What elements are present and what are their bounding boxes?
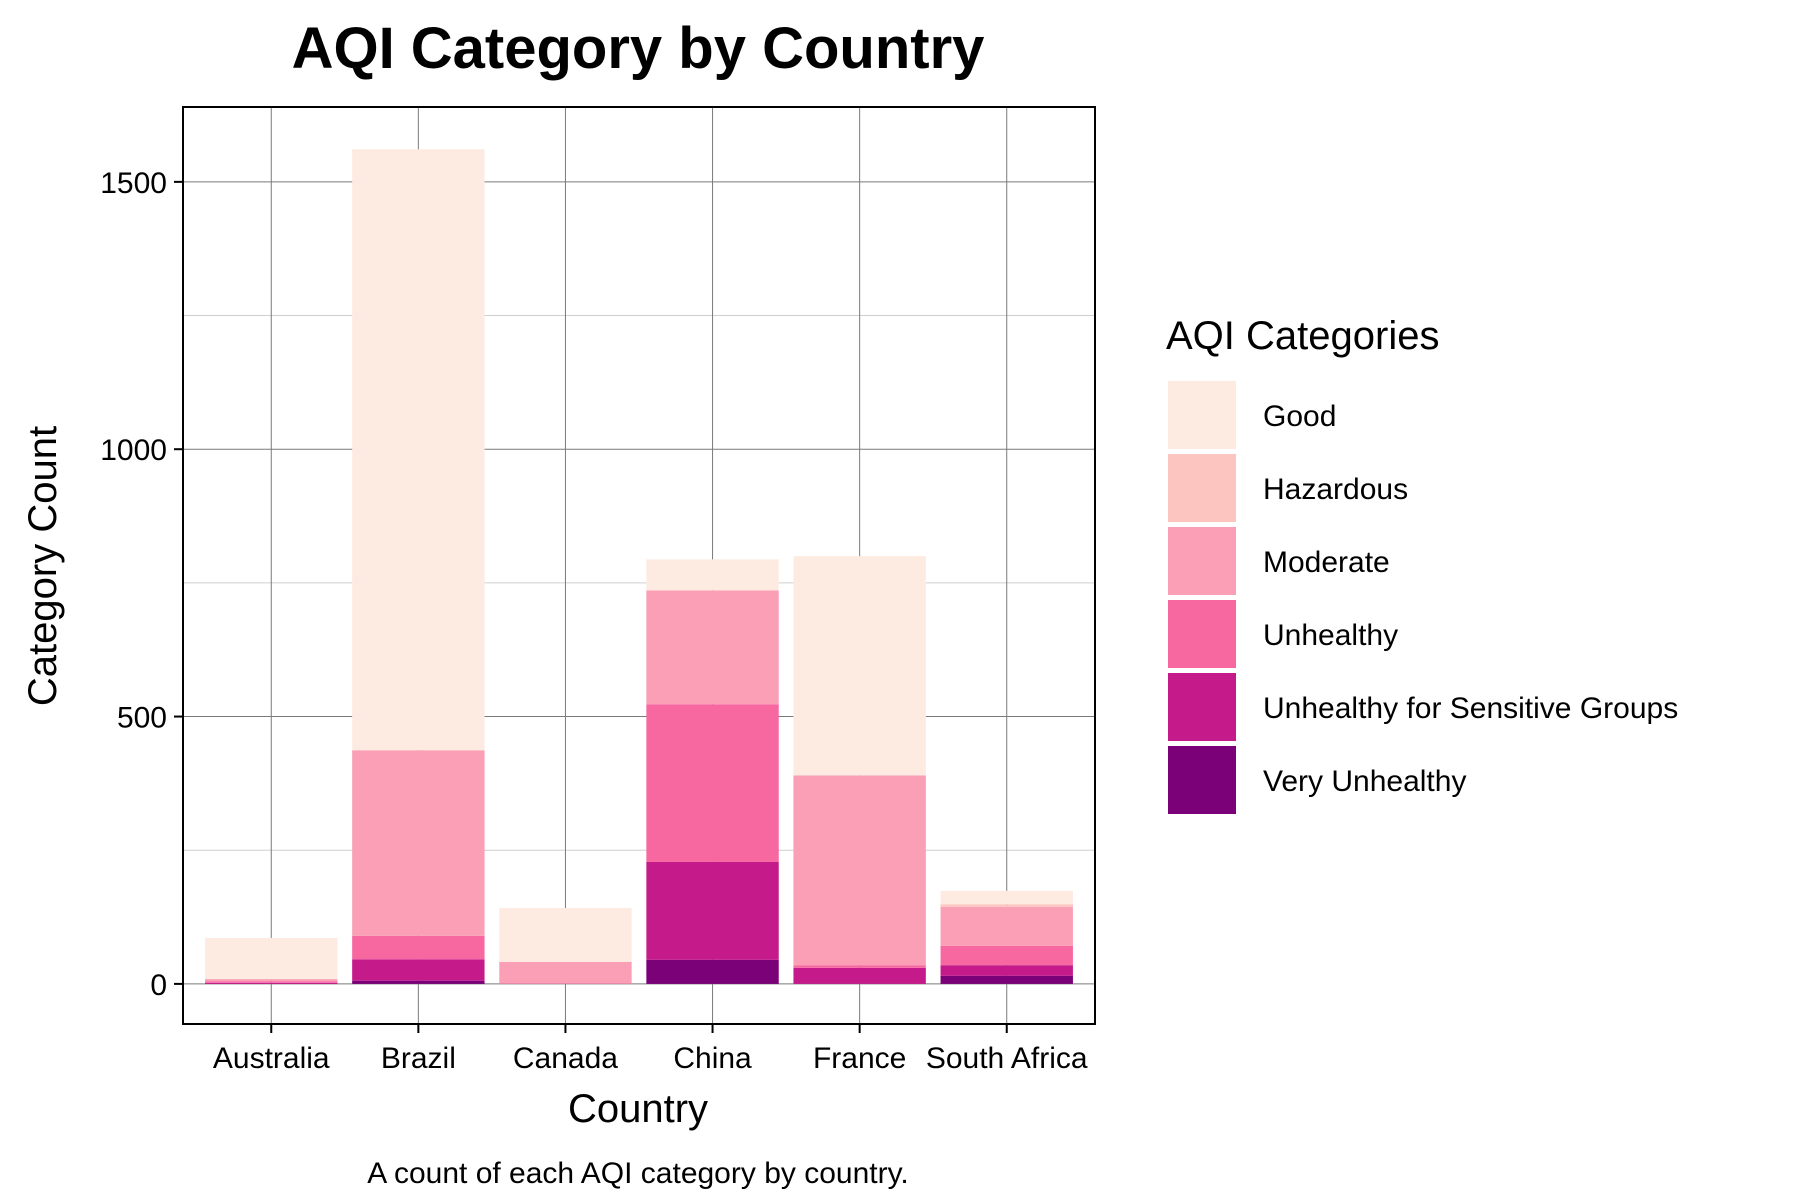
y-tick-label: 0 — [150, 969, 167, 1002]
bars — [205, 149, 1073, 984]
legend-swatch — [1168, 454, 1236, 522]
legend-label: Unhealthy for Sensitive Groups — [1263, 692, 1678, 725]
bar-segment — [646, 861, 779, 960]
x-tick-label: Brazil — [381, 1042, 456, 1075]
legend-label: Hazardous — [1263, 473, 1408, 506]
chart-caption: A count of each AQI category by country. — [367, 1157, 908, 1190]
plot-panel-border — [182, 106, 1096, 1025]
x-tick-label: Canada — [513, 1042, 618, 1075]
grid-lines — [183, 107, 1095, 1024]
bar-segment — [940, 975, 1073, 984]
legend-label: Good — [1263, 400, 1336, 433]
bar-segment — [793, 556, 926, 776]
bar-segment — [646, 559, 779, 591]
legend-label: Unhealthy — [1263, 619, 1398, 652]
bar-segment — [352, 750, 485, 936]
x-axis: Australia Brazil Canada China France South Af… — [213, 1024, 1088, 1075]
legend-swatch — [1168, 527, 1236, 595]
legend-label: Very Unhealthy — [1263, 765, 1466, 798]
y-axis-title: Category Count — [21, 426, 65, 706]
y-axis: 0 500 1000 1500 — [100, 167, 183, 1002]
chart-title: AQI Category by Country — [292, 16, 985, 81]
bar-segment — [793, 775, 926, 966]
y-tick-label: 1500 — [100, 167, 167, 200]
bar-segment — [646, 590, 779, 705]
bar-segment — [793, 967, 926, 984]
x-tick-label: Australia — [213, 1042, 330, 1075]
legend-swatch — [1168, 381, 1236, 449]
bar-segment — [352, 980, 485, 984]
bar-segment — [940, 904, 1073, 907]
bar-segment — [940, 965, 1073, 976]
bar-segment — [205, 981, 338, 983]
bar-segment — [793, 965, 926, 968]
bar-segment — [352, 149, 485, 751]
y-tick-label: 500 — [117, 702, 167, 735]
legend-label: Moderate — [1263, 546, 1390, 579]
x-tick-label: South Africa — [926, 1042, 1088, 1075]
x-tick-label: China — [673, 1042, 752, 1075]
legend-title: AQI Categories — [1166, 314, 1439, 358]
legend-swatch — [1168, 746, 1236, 814]
legend-swatch — [1168, 673, 1236, 741]
bar-segment — [205, 937, 338, 980]
x-tick-label: France — [813, 1042, 906, 1075]
bar-segment — [940, 906, 1073, 946]
bar-segment — [940, 890, 1073, 905]
x-axis-title: Country — [568, 1087, 708, 1131]
bar-segment — [352, 935, 485, 960]
bar-segment — [205, 982, 338, 984]
bar-segment — [205, 979, 338, 982]
bar-segment — [499, 907, 632, 962]
y-tick-label: 1000 — [100, 434, 167, 467]
bar-segment — [940, 945, 1073, 966]
legend: AQI Categories Good Hazardous Moderate Unhe… — [1166, 314, 1678, 814]
bar-segment — [646, 704, 779, 862]
bar-segment — [499, 983, 632, 984]
bar-segment — [499, 961, 632, 984]
legend-swatch — [1168, 600, 1236, 668]
bar-segment — [646, 959, 779, 984]
bar-segment — [352, 959, 485, 981]
